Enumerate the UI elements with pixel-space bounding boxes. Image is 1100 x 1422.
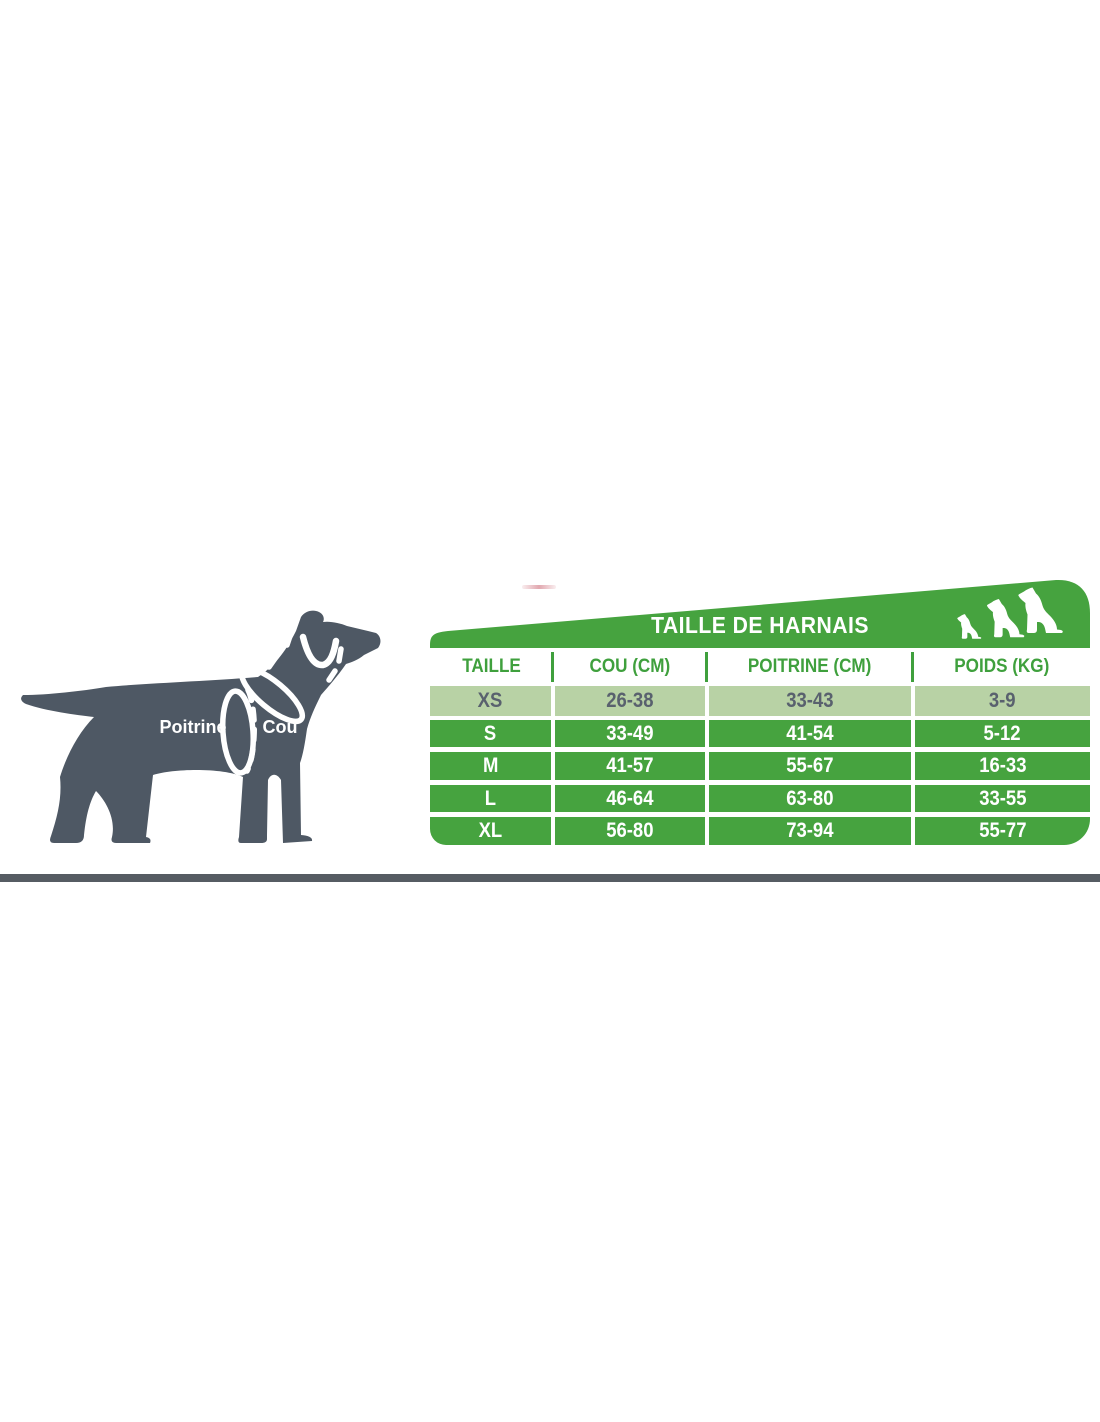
large-sitting-dog-icon [1018, 587, 1063, 633]
column-header-poitrine: POITRINE (CM) [707, 648, 913, 686]
page-divider-bar [0, 874, 1100, 882]
column-header-taille: TAILLE [430, 648, 553, 686]
table-row-l: L 46-64 63-80 33-55 [430, 785, 1090, 812]
neck-loop-line [299, 633, 340, 669]
column-header-label: POITRINE (CM) [748, 656, 872, 677]
cell-value: 41-57 [606, 754, 654, 777]
cell-value: 26-38 [606, 689, 654, 712]
cell-value: 55-77 [978, 819, 1027, 842]
stray-pink-mark [522, 585, 556, 589]
column-divider [705, 652, 708, 682]
medium-sitting-dog-icon [986, 599, 1025, 638]
weight-cell: 33-55 [915, 785, 1090, 812]
chest-cell: 41-54 [709, 720, 911, 747]
small-sitting-dog-icon [957, 614, 982, 639]
cell-value: M [482, 754, 499, 777]
cell-value: 5-12 [984, 721, 1021, 745]
cell-value: 73-94 [786, 819, 834, 842]
chest-strap-dashed-line [244, 687, 257, 774]
neck-cell: 26-38 [555, 686, 705, 716]
table-row-xs: XS 26-38 33-43 3-9 [430, 686, 1090, 716]
size-cell: XL [430, 817, 551, 845]
neck-cell: 46-64 [555, 785, 705, 812]
header-band-shape [430, 579, 1090, 648]
dog-body-silhouette [21, 610, 381, 843]
table-title: TAILLE DE HARNAIS [651, 611, 869, 638]
weight-cell: 5-12 [915, 720, 1090, 747]
cell-value: 33-55 [978, 786, 1027, 810]
column-divider [551, 652, 554, 682]
dog-measurement-diagram-icon: Poitrine Cou [21, 610, 381, 843]
table-row-m: M 41-57 55-67 16-33 [430, 752, 1090, 780]
chest-cell: 63-80 [709, 785, 911, 812]
neck-loop-dashed-line [266, 630, 344, 683]
chest-cell: 55-67 [709, 752, 911, 780]
column-divider [911, 652, 914, 682]
cell-value: 41-54 [786, 721, 834, 745]
cell-value: 33-49 [606, 721, 654, 745]
column-header-poids: POIDS (KG) [913, 648, 1090, 686]
table-row-s: S 33-49 41-54 5-12 [430, 720, 1090, 747]
weight-cell: 55-77 [915, 817, 1090, 845]
chest-cell: 73-94 [709, 817, 911, 845]
chest-cell: 33-43 [709, 686, 911, 716]
cell-value: 63-80 [786, 786, 834, 810]
cell-value: XL [478, 819, 503, 842]
cell-value: 46-64 [606, 786, 654, 810]
cell-value: 56-80 [606, 819, 654, 842]
cell-value: 33-43 [786, 689, 834, 712]
weight-cell: 3-9 [915, 686, 1090, 716]
cell-value: 16-33 [978, 754, 1027, 777]
cell-value: S [484, 721, 497, 745]
size-cell: L [430, 785, 551, 812]
chest-measure-label: Poitrine [159, 717, 226, 737]
size-cell: S [430, 720, 551, 747]
neck-cell: 33-49 [555, 720, 705, 747]
neck-cell: 41-57 [555, 752, 705, 780]
cell-value: 3-9 [989, 689, 1016, 712]
table-row-xl: XL 56-80 73-94 55-77 [430, 817, 1090, 845]
neck-measure-label: Cou [263, 717, 298, 737]
weight-cell: 16-33 [915, 752, 1090, 780]
cell-value: L [484, 786, 497, 810]
column-header-cou: COU (CM) [553, 648, 707, 686]
cell-value: 55-67 [786, 754, 834, 777]
column-header-label: POIDS (KG) [953, 656, 1050, 677]
table-header-band [430, 579, 1090, 648]
size-cell: XS [430, 686, 551, 716]
neck-cell: 56-80 [555, 817, 705, 845]
cell-value: XS [478, 689, 503, 712]
neck-strap-line [238, 665, 306, 725]
column-header-label: TAILLE [462, 656, 521, 677]
table-column-headers: TAILLE COU (CM) POITRINE (CM) POIDS (KG) [430, 648, 1090, 686]
size-cell: M [430, 752, 551, 780]
column-header-label: COU (CM) [589, 656, 671, 677]
